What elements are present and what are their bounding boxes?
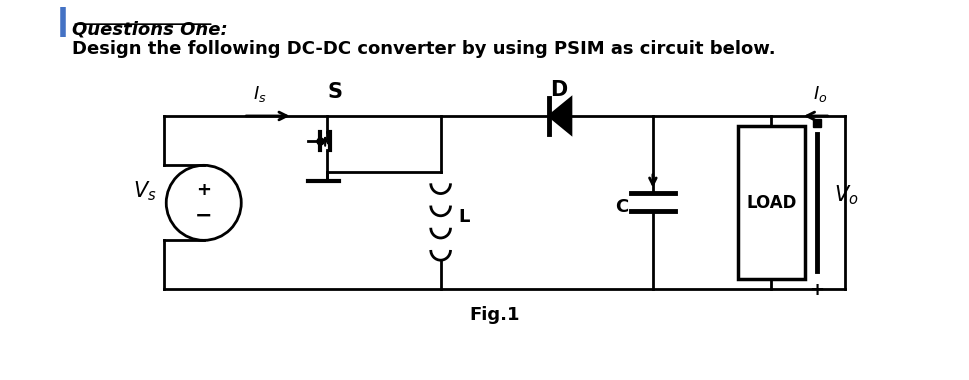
Polygon shape: [548, 98, 571, 134]
FancyBboxPatch shape: [737, 126, 804, 279]
Text: Questions One:: Questions One:: [73, 20, 228, 38]
Text: Fig.1: Fig.1: [469, 307, 519, 325]
Text: +: +: [808, 281, 824, 299]
Text: $V_s$: $V_s$: [133, 179, 156, 203]
Text: $V_o$: $V_o$: [833, 183, 859, 207]
Text: $I_s$: $I_s$: [253, 84, 266, 104]
Text: $I_o$: $I_o$: [813, 84, 828, 104]
Text: L: L: [458, 207, 469, 226]
Text: +: +: [196, 181, 211, 199]
Text: D: D: [549, 80, 567, 100]
Text: S: S: [328, 82, 342, 102]
Text: −: −: [195, 206, 212, 226]
Text: C: C: [614, 198, 627, 216]
Text: Design the following DC-DC converter by using PSIM as circuit below.: Design the following DC-DC converter by …: [73, 40, 775, 58]
Text: LOAD: LOAD: [745, 194, 796, 212]
